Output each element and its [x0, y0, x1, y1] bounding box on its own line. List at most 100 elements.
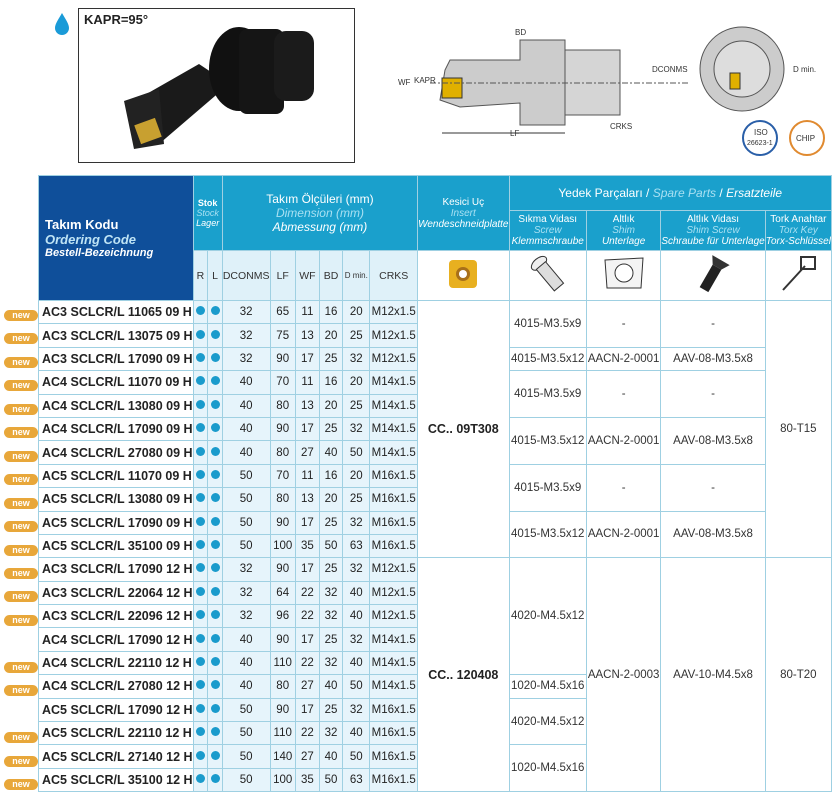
dimension-cell: M14x1.5	[369, 416, 419, 442]
stock-r	[192, 697, 209, 723]
stock-l	[207, 533, 223, 559]
ordering-code[interactable]: AC5 SCLCR/L 27140 12 H	[38, 744, 194, 769]
dimension-cell: M16x1.5	[369, 721, 419, 746]
ordering-code[interactable]: AC5 SCLCR/L 22110 12 H	[38, 721, 194, 746]
dimension-cell: 90	[269, 557, 296, 582]
table-row: AC4 SCLCR/L 27080 09 H 40 80 27 40 50 M14x1.5	[38, 440, 832, 465]
ordering-code[interactable]: AC5 SCLCR/L 35100 12 H	[38, 767, 194, 793]
dimension-cell: 50	[221, 697, 271, 723]
in-stock-dot-icon	[210, 423, 220, 433]
dimension-header: Takım Ölçüleri (mm) Dimension (mm) Abmessu…	[221, 175, 419, 251]
stock-r	[192, 650, 209, 676]
dimension-cell: 32	[221, 346, 271, 372]
screw-cell: 4015-M3.5x12	[508, 346, 587, 372]
ordering-code[interactable]: AC5 SCLCR/L 35100 09 H	[38, 533, 194, 559]
stock-l	[207, 767, 223, 793]
stock-r	[192, 393, 209, 418]
dimension-cell: M12x1.5	[369, 557, 419, 582]
ordering-code[interactable]: AC4 SCLCR/L 17090 12 H	[38, 627, 194, 652]
ordering-code[interactable]: AC5 SCLCR/L 17090 12 H	[38, 697, 194, 723]
dimension-cell: M16x1.5	[369, 697, 419, 723]
ordering-code[interactable]: AC5 SCLCR/L 17090 09 H	[38, 510, 194, 535]
dimension-cell: M16x1.5	[369, 533, 419, 559]
water-drop-icon	[55, 13, 69, 35]
dmin-label: D min.	[793, 65, 816, 74]
stock-r	[192, 627, 209, 652]
ordering-code[interactable]: AC5 SCLCR/L 13080 09 H	[38, 487, 194, 512]
dimension-cell: 20	[342, 370, 371, 395]
ordering-code[interactable]: AC3 SCLCR/L 17090 12 H	[38, 557, 194, 582]
ordering-code[interactable]: AC3 SCLCR/L 22096 12 H	[38, 604, 194, 629]
iso-badge-text: ISO	[754, 128, 768, 137]
stock-l	[207, 416, 223, 442]
dimension-cell: 25	[318, 627, 344, 652]
in-stock-dot-icon	[195, 563, 205, 573]
ordering-code[interactable]: AC3 SCLCR/L 11065 09 H	[38, 299, 194, 325]
dimension-cell: 90	[269, 510, 296, 535]
dimension-cell: 90	[269, 346, 296, 372]
header-de: Unterlage	[601, 236, 646, 247]
dimension-cell: 32	[221, 299, 271, 325]
stock-l	[207, 299, 223, 325]
dimension-cell: 35	[294, 533, 320, 559]
iso-badge-number: 26623-1	[747, 140, 773, 147]
chip-badge: CHIP	[796, 134, 815, 143]
sub-col-header: L	[207, 250, 223, 301]
table-row: AC3 SCLCR/L 13075 09 H 32 75 13 20 25 M12x1.5	[38, 323, 832, 348]
spare-image-cell	[764, 250, 832, 301]
in-stock-dot-icon	[210, 376, 220, 386]
dimension-cell: 32	[342, 627, 371, 652]
ordering-code[interactable]: AC3 SCLCR/L 17090 09 H	[38, 346, 194, 372]
ordering-code[interactable]: AC4 SCLCR/L 22110 12 H	[38, 650, 194, 676]
header-de: Torx-Schlüssel	[765, 236, 831, 247]
ordering-code[interactable]: AC5 SCLCR/L 11070 09 H	[38, 463, 194, 489]
dimension-cell: 40	[221, 627, 271, 652]
in-stock-dot-icon	[210, 586, 220, 596]
stock-l	[207, 697, 223, 723]
ordering-code[interactable]: AC4 SCLCR/L 27080 12 H	[38, 674, 194, 699]
dimension-cell: 40	[342, 604, 371, 629]
ordering-code[interactable]: AC4 SCLCR/L 13080 09 H	[38, 393, 194, 418]
ordering-code[interactable]: AC3 SCLCR/L 22064 12 H	[38, 580, 194, 606]
ordering-code[interactable]: AC4 SCLCR/L 27080 09 H	[38, 440, 194, 465]
in-stock-dot-icon	[195, 493, 205, 503]
spare-col-header: Tork Anahtar Torx Key Torx-Schlüssel	[764, 210, 832, 251]
header-tr: Altlık Vidası	[686, 214, 740, 225]
dimension-cell: 40	[342, 580, 371, 606]
dimension-cell: 90	[269, 627, 296, 652]
tool-photo	[78, 8, 355, 163]
in-stock-dot-icon	[195, 657, 205, 667]
dimension-cell: M12x1.5	[369, 604, 419, 629]
dimension-cell: 20	[318, 323, 344, 348]
dimension-cell: 17	[294, 346, 320, 372]
screw-cell: 4020-M4.5x12	[508, 697, 587, 746]
kapr-label: KAPR=95°	[84, 12, 149, 27]
in-stock-dot-icon	[195, 516, 205, 526]
stock-header: Stok Stock Lager	[192, 175, 223, 251]
shim-screw-icon	[688, 255, 738, 297]
ordering-code[interactable]: AC3 SCLCR/L 13075 09 H	[38, 323, 194, 348]
dimension-cell: 17	[294, 627, 320, 652]
dimension-cell: M14x1.5	[369, 440, 419, 465]
dimension-cell: 13	[294, 487, 320, 512]
new-badge: new	[4, 427, 38, 439]
dimension-cell: 27	[294, 440, 320, 465]
ordering-code[interactable]: AC4 SCLCR/L 17090 09 H	[38, 416, 194, 442]
stock-l	[207, 487, 223, 512]
table-row: AC4 SCLCR/L 17090 12 H 40 90 17 25 32 M14x1.5	[38, 627, 832, 652]
screw-icon	[523, 255, 573, 297]
in-stock-dot-icon	[195, 446, 205, 456]
product-table: Takım Kodu Ordering Code Bestell-Bezeichnu…	[38, 175, 832, 793]
dimension-cell: 110	[269, 650, 296, 676]
stock-r	[192, 767, 209, 793]
shim-cell: -	[585, 370, 662, 418]
insert-image-cell	[417, 250, 510, 301]
stock-r	[192, 721, 209, 746]
in-stock-dot-icon	[195, 727, 205, 737]
stock-r	[192, 416, 209, 442]
in-stock-dot-icon	[195, 703, 205, 713]
ordering-code[interactable]: AC4 SCLCR/L 11070 09 H	[38, 370, 194, 395]
in-stock-dot-icon	[195, 633, 205, 643]
dimension-cell: 50	[221, 533, 271, 559]
in-stock-dot-icon	[210, 516, 220, 526]
